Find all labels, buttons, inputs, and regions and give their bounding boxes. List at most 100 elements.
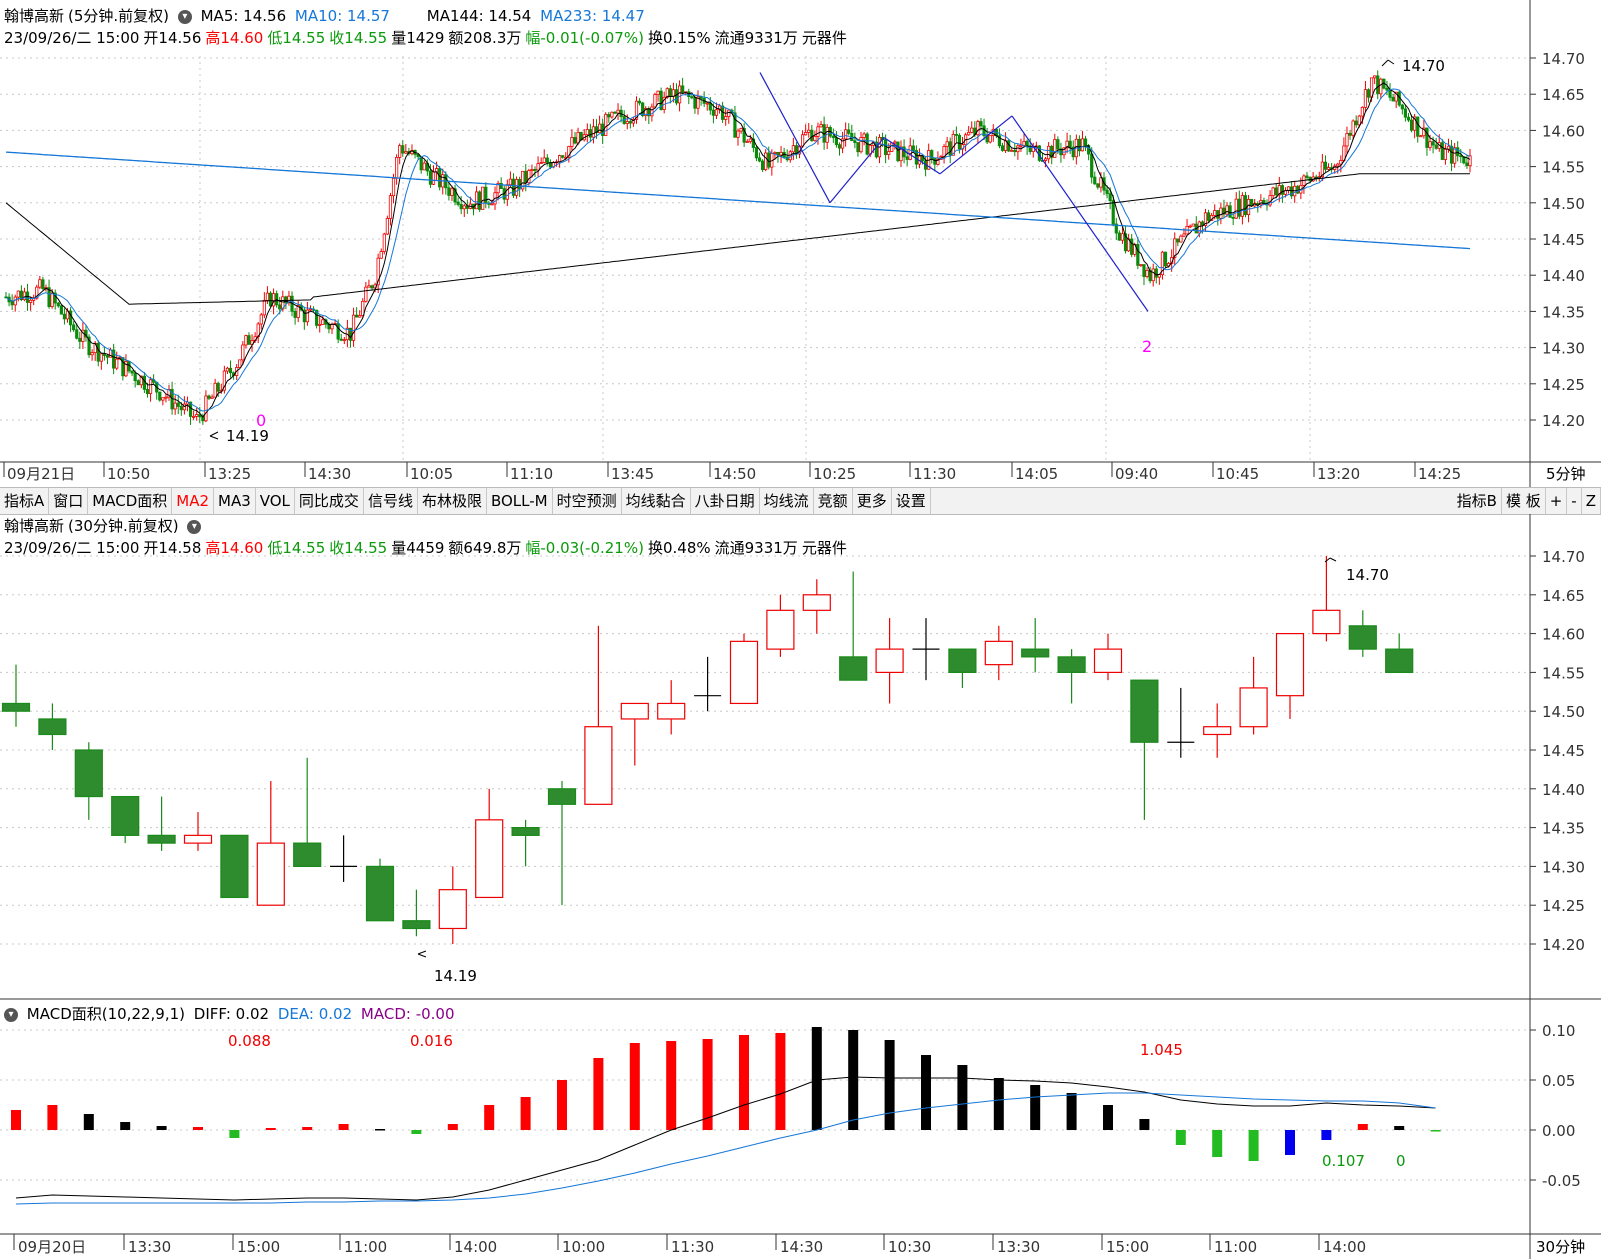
candle-body: [1016, 145, 1020, 153]
top-high-label: 14.70: [1402, 57, 1445, 75]
macd-bar: [811, 1027, 822, 1130]
toolbar-right-item[interactable]: 模 板: [1502, 488, 1546, 514]
chevron-down-icon[interactable]: ▾: [177, 9, 192, 24]
indicator-toolbar: 指标A 窗口 MACD面积 MA2 MA3 VOL 同比成交 信号线 布林极限 BOLL-M 时空预…: [0, 487, 1601, 515]
x-tick-label: 09月20日: [18, 1238, 86, 1256]
toolbar-item[interactable]: 均线流: [760, 488, 814, 514]
candle-body: [657, 702, 686, 720]
candle-body: [844, 129, 848, 140]
candle-body: [265, 292, 270, 301]
toolbar-item[interactable]: 竞额: [814, 488, 853, 514]
y-tick-label: 14.35: [1542, 303, 1585, 321]
toolbar-item[interactable]: 均线黏合: [622, 488, 691, 514]
y-tick-label: 14.35: [1542, 820, 1585, 838]
candle-body: [1234, 198, 1238, 219]
candle-body: [997, 135, 1002, 147]
candle-body: [90, 352, 94, 356]
candle-body: [1443, 148, 1447, 160]
x-tick-label: 11:30: [671, 1238, 714, 1256]
candle-body: [1376, 75, 1380, 95]
info-sector: 元器件: [801, 29, 847, 47]
toolbar-item[interactable]: 八卦日期: [691, 488, 760, 514]
top-chart[interactable]: 14.70 14.65 14.60 14.55 14.50 14.45 14.40 14.35…: [0, 0, 1601, 487]
candle-body: [967, 131, 971, 136]
candle-body: [591, 126, 596, 138]
candle-body: [1080, 138, 1085, 152]
candle-body: [96, 342, 100, 362]
candle-body: [1114, 223, 1118, 234]
toolbar-item[interactable]: VOL: [256, 488, 295, 514]
candle-body: [456, 201, 460, 205]
ma233-line: [5, 151, 1471, 250]
macd-bar: [1321, 1130, 1332, 1140]
candle-body: [511, 178, 516, 196]
info-amount: 额208.3万: [448, 29, 522, 47]
macd-dea: DEA: 0.02: [277, 1005, 353, 1023]
candle-body: [256, 842, 285, 906]
candle-body: [524, 170, 528, 184]
candle-body: [130, 370, 134, 374]
ma144-label: MA144: 14.54: [426, 7, 532, 25]
toolbar-item[interactable]: BOLL-M: [487, 488, 553, 514]
chevron-down-icon[interactable]: ▾: [4, 1007, 18, 1022]
top-period-tag[interactable]: 5分钟: [1546, 465, 1586, 483]
candle-body: [204, 395, 208, 422]
candle-body: [453, 188, 457, 203]
toolbar-item[interactable]: 设置: [892, 488, 931, 514]
toolbar-item[interactable]: 时空预测: [553, 488, 622, 514]
y-tick-label: -0.05: [1542, 1172, 1581, 1190]
candle-body: [1151, 268, 1155, 282]
candle-body: [588, 129, 592, 138]
candle-body: [690, 96, 694, 99]
candle-body: [911, 145, 915, 151]
candle-body: [853, 140, 857, 143]
y-tick-label: 0.00: [1542, 1122, 1575, 1140]
candle-body: [364, 286, 368, 302]
toolbar-item[interactable]: MACD面积: [88, 488, 173, 514]
candle-body: [570, 137, 574, 147]
toolbar-right-item[interactable]: 指标B: [1453, 488, 1502, 514]
macd-period-tag[interactable]: 30分钟: [1536, 1238, 1585, 1256]
candle-body: [438, 889, 467, 930]
toolbar-item[interactable]: 布林极限: [418, 488, 487, 514]
toolbar-item[interactable]: 更多: [853, 488, 892, 514]
candle-body: [78, 337, 82, 342]
candle-body: [739, 128, 743, 132]
candle-body: [970, 127, 974, 133]
toolbar-right-item[interactable]: Z: [1582, 488, 1601, 514]
toolbar-item[interactable]: 窗口: [49, 488, 89, 514]
candle-body: [1179, 235, 1183, 243]
toolbar-right-item[interactable]: +: [1546, 488, 1568, 514]
toolbar-item[interactable]: MA3: [214, 488, 256, 514]
candle-body: [1336, 163, 1340, 167]
toolbar-item[interactable]: 指标A: [0, 488, 50, 514]
candle-body: [628, 121, 632, 124]
candle-body: [278, 304, 282, 310]
candle-body: [840, 138, 845, 149]
toolbar-item[interactable]: MA2: [172, 488, 214, 514]
macd-lines: [15, 1076, 1436, 1205]
candle-body: [1077, 138, 1081, 152]
candle-body: [899, 146, 903, 162]
candle-body: [183, 834, 213, 844]
toolbar-right-item[interactable]: -: [1567, 488, 1582, 514]
candle-body: [887, 151, 891, 156]
candle-body: [807, 129, 811, 133]
candle-body: [1431, 141, 1435, 146]
toolbar-item[interactable]: 同比成交: [295, 488, 364, 514]
candle-body: [1111, 200, 1115, 225]
candle-body: [29, 299, 33, 303]
candle-body: [745, 141, 749, 143]
candle-body: [573, 137, 577, 144]
x-tick-label: 14:00: [454, 1238, 497, 1256]
mid-chart[interactable]: 14.70 14.65 14.60 14.55 14.50 14.45 14.40 14.35…: [0, 514, 1601, 1000]
candle-body: [367, 285, 371, 288]
mid-high-label: 14.70: [1346, 566, 1389, 584]
candle-body: [188, 401, 193, 417]
candle-body: [74, 749, 103, 798]
toolbar-item[interactable]: 信号线: [364, 488, 418, 514]
candle-body: [1090, 153, 1094, 178]
chevron-down-icon[interactable]: ▾: [187, 519, 202, 534]
y-tick-label: 14.65: [1542, 587, 1585, 605]
